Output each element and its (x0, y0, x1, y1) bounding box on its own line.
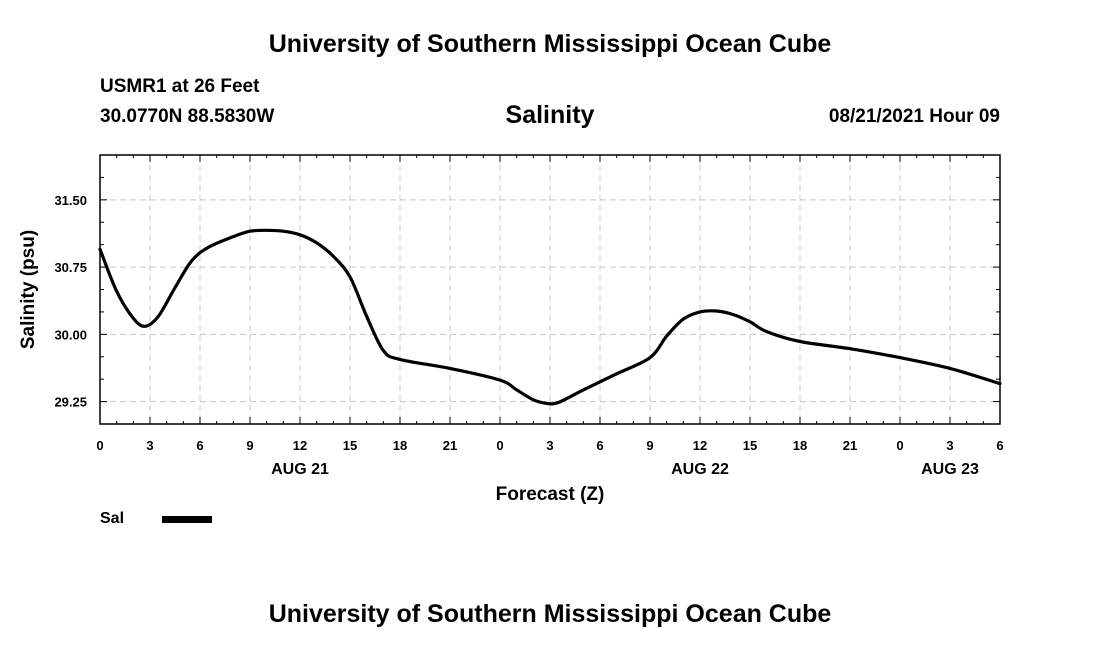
y-tick-label: 30.75 (54, 260, 87, 275)
x-tick-label: 12 (693, 438, 707, 453)
x-tick-label: 6 (596, 438, 603, 453)
x-tick-label: 3 (946, 438, 953, 453)
x-date-label: AUG 21 (271, 461, 329, 478)
x-tick-label: 15 (343, 438, 357, 453)
x-tick-label: 21 (843, 438, 857, 453)
station-label: USMR1 at 26 Feet (100, 76, 260, 97)
x-tick-label: 3 (546, 438, 553, 453)
x-tick-label: 6 (196, 438, 203, 453)
forecast-datetime: 08/21/2021 Hour 09 (828, 106, 1000, 127)
x-tick-label: 12 (293, 438, 307, 453)
x-tick-label: 9 (246, 438, 253, 453)
x-tick-label: 0 (96, 438, 103, 453)
x-tick-label: 9 (646, 438, 653, 453)
station-coordinates: 30.0770N 88.5830W (100, 106, 275, 127)
x-tick-label: 3 (146, 438, 153, 453)
y-tick-label: 30.00 (54, 327, 87, 342)
y-tick-label: 29.25 (54, 395, 87, 410)
x-tick-label: 15 (743, 438, 757, 453)
x-tick-label: 0 (896, 438, 903, 453)
chart-bottom-title: University of Southern Mississippi Ocean… (268, 600, 832, 628)
y-axis-title: Salinity (psu) (18, 230, 39, 349)
legend-swatch (162, 516, 212, 523)
x-tick-label: 18 (793, 438, 807, 453)
x-axis-title: Forecast (Z) (496, 484, 605, 505)
chart-parameter-title: Salinity (505, 101, 595, 129)
legend-label: Sal (100, 510, 125, 527)
series-line-sal (98, 228, 1002, 406)
x-tick-label: 18 (393, 438, 407, 453)
x-tick-label: 21 (443, 438, 457, 453)
x-tick-label: 0 (496, 438, 503, 453)
x-date-label: AUG 23 (921, 461, 979, 478)
x-tick-label: 6 (996, 438, 1003, 453)
chart-top-title: University of Southern Mississippi Ocean… (268, 30, 832, 58)
y-tick-label: 31.50 (54, 193, 87, 208)
x-date-label: AUG 22 (671, 461, 729, 478)
